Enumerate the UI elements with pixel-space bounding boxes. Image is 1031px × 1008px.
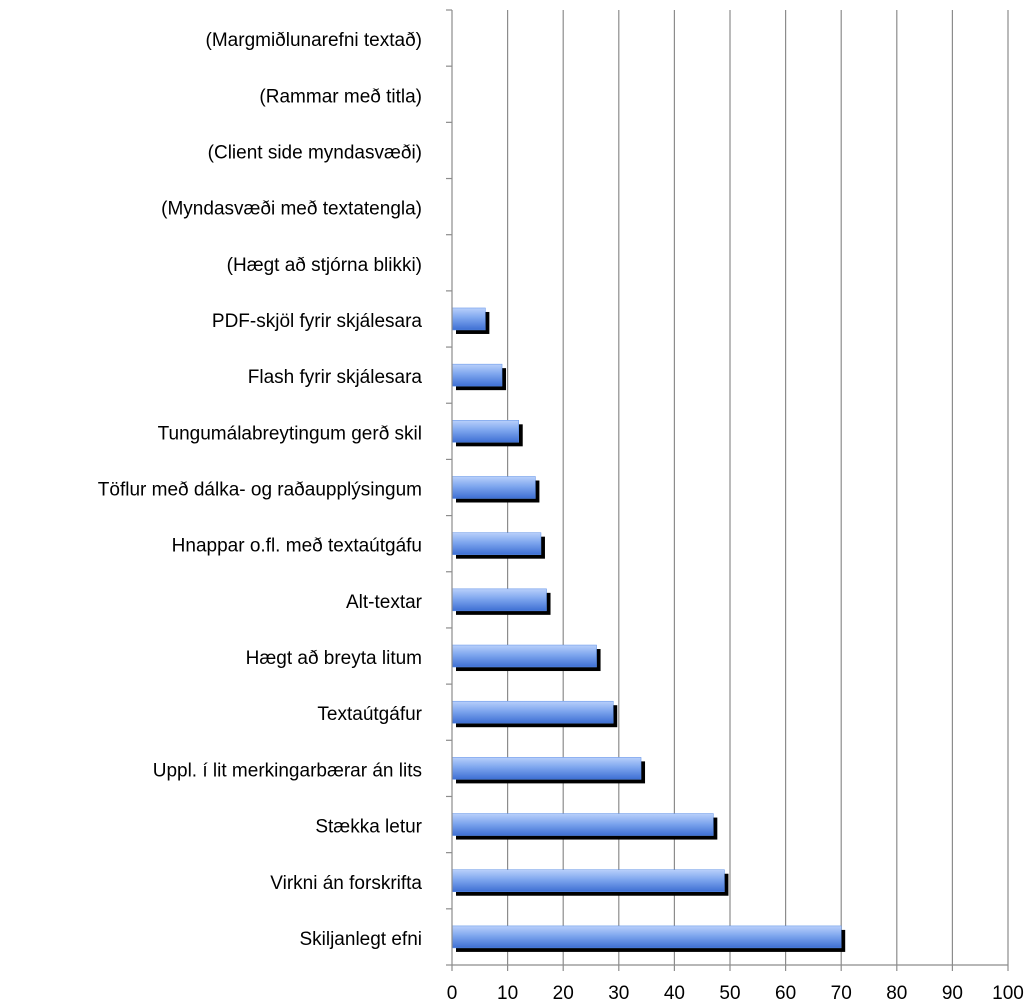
x-tick-label: 90 [942,983,963,1004]
x-tick-label: 80 [886,983,907,1004]
bar [451,532,542,555]
x-tick-label: 10 [497,983,518,1004]
y-tick-label: Alt-textar [346,592,423,613]
bar [451,925,842,949]
y-tick-label: PDF-skjöl fyrir skjálesara [212,311,423,332]
y-tick-label: (Client side myndasvæði) [208,142,422,163]
y-tick-label: Hægt að breyta litum [246,648,422,669]
y-tick-label: Skiljanlegt efni [299,929,422,950]
y-tick-label: Textaútgáfur [317,704,422,725]
y-tick-label: Virkni án forskrifta [270,873,422,894]
x-tick-label: 100 [992,983,1024,1004]
y-tick-label: Hnappar o.fl. með textaútgáfu [172,536,422,557]
bar [451,363,503,387]
bar [451,476,536,499]
x-tick-label: 0 [447,983,458,1004]
y-tick-label: (Myndasvæði með textatengla) [161,199,422,220]
bar [451,644,597,668]
y-tick-label: Flash fyrir skjálesara [248,367,423,388]
x-tick-label: 50 [719,983,740,1004]
bar [451,757,642,780]
y-tick-label: (Rammar með titla) [259,86,422,107]
y-tick-label: Tungumálabreytingum gerð skil [158,423,422,444]
x-tick-label: 20 [553,983,574,1004]
x-tick-label: 60 [775,983,796,1004]
bar [451,588,547,612]
x-tick-label: 40 [664,983,685,1004]
bar [451,813,714,836]
bar [451,420,519,443]
x-tick-label: 30 [608,983,629,1004]
x-tick-label: 70 [831,983,852,1004]
y-tick-label: Uppl. í lit merkingarbærar án lits [153,760,422,781]
bar [451,869,725,892]
y-tick-label: Töflur með dálka- og raðaupplýsingum [98,480,422,501]
y-tick-label: (Margmiðlunarefni textað) [206,30,422,51]
bar [451,307,486,331]
y-tick-label: Stækka letur [315,817,422,838]
y-tick-label: (Hægt að stjórna blikki) [227,255,422,276]
bar [451,700,614,724]
